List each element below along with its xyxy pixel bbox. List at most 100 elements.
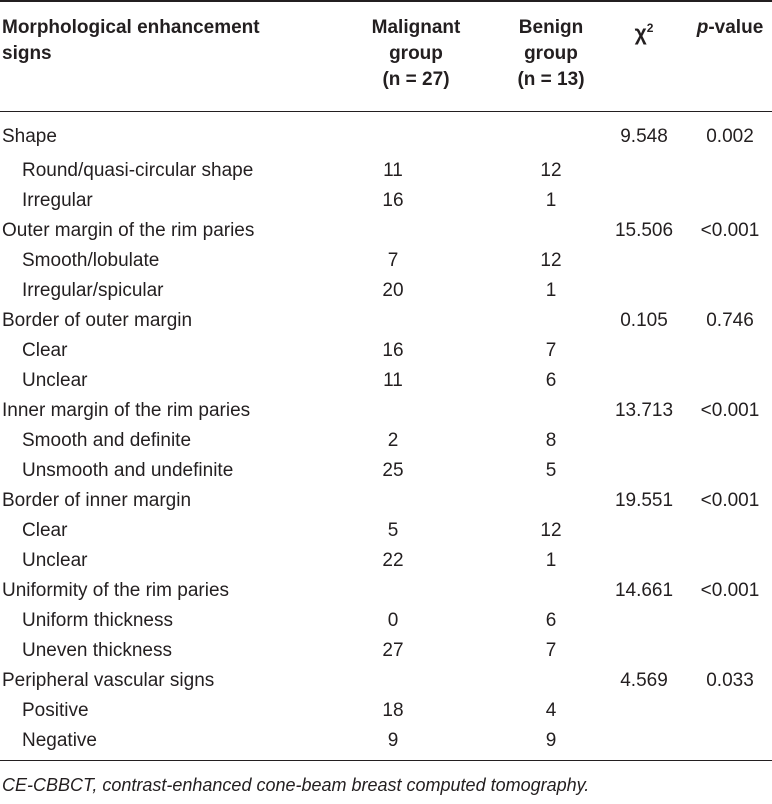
- cell-p-value: [688, 546, 772, 576]
- cell-benign: [502, 306, 600, 336]
- header-signs-line2: signs: [2, 43, 52, 64]
- cell-chi-square: 14.661: [614, 580, 674, 601]
- table-row: Unclear 22 1: [0, 546, 772, 576]
- row-label: Border of outer margin: [2, 310, 193, 331]
- table-row: Unsmooth and undefinite 25 5: [0, 456, 772, 486]
- cell-chi-square: [600, 606, 688, 636]
- cell-malignant: [330, 486, 502, 516]
- header-signs-line1: Morphological enhancement: [2, 17, 260, 38]
- table-row: Round/quasi-circular shape 11 12: [0, 156, 772, 186]
- cell-chi-square: [600, 696, 688, 726]
- cell-chi-square: [600, 246, 688, 276]
- header-chi-symbol: χ: [634, 22, 647, 45]
- cell-malignant: 2: [387, 430, 399, 451]
- table-row: Outer margin of the rim paries 15.506 <0.0…: [0, 216, 772, 246]
- cell-p-value: [688, 456, 772, 486]
- row-sublabel: Unsmooth and undefinite: [22, 460, 234, 481]
- row-sublabel: Smooth/lobulate: [22, 250, 160, 271]
- cell-malignant: 7: [387, 250, 399, 271]
- cell-malignant: 22: [382, 550, 404, 571]
- header-malignant: Malignant group (n = 27): [330, 1, 502, 112]
- cell-chi-square: [600, 456, 688, 486]
- row-label: Uniformity of the rim paries: [2, 580, 230, 601]
- table-row: Unclear 11 6: [0, 366, 772, 396]
- cell-benign: [502, 112, 600, 157]
- table-row: Smooth/lobulate 7 12: [0, 246, 772, 276]
- cell-malignant: 16: [382, 340, 404, 361]
- cell-malignant: 16: [382, 190, 404, 211]
- header-chi-sup: 2: [646, 21, 654, 35]
- table-body: Shape 9.548 0.002 Round/quasi-circular shap…: [0, 112, 772, 761]
- header-benign-line2: group: [524, 43, 578, 64]
- cell-chi-square: [600, 336, 688, 366]
- cell-chi-square: [600, 546, 688, 576]
- cell-p-value: [688, 426, 772, 456]
- cell-benign: 7: [545, 340, 557, 361]
- cell-p-value: [688, 246, 772, 276]
- cell-benign: 1: [545, 550, 557, 571]
- cell-benign: 1: [545, 280, 557, 301]
- cell-p-value: 0.033: [706, 670, 754, 691]
- cell-malignant: 9: [387, 730, 399, 751]
- cell-malignant: [330, 576, 502, 606]
- header-malignant-line2: group: [389, 43, 443, 64]
- cell-chi-square: [600, 636, 688, 666]
- table-row: Irregular 16 1: [0, 186, 772, 216]
- cell-benign: 9: [545, 730, 557, 751]
- cell-benign: [502, 576, 600, 606]
- cell-chi-square: [600, 366, 688, 396]
- cell-benign: 7: [545, 640, 557, 661]
- row-sublabel: Round/quasi-circular shape: [22, 160, 254, 181]
- cell-benign: [502, 666, 600, 696]
- table-row: Irregular/spicular 20 1: [0, 276, 772, 306]
- cell-malignant: 5: [387, 520, 399, 541]
- table-row: Peripheral vascular signs 4.569 0.033: [0, 666, 772, 696]
- cell-p-value: [688, 186, 772, 216]
- cell-benign: 6: [545, 610, 557, 631]
- table-row: Clear 16 7: [0, 336, 772, 366]
- cell-p-value: [688, 516, 772, 546]
- header-chi-square: χ2: [600, 1, 688, 112]
- header-p-value: p-value: [688, 1, 772, 112]
- header-benign-line3: (n = 13): [517, 69, 585, 90]
- cell-chi-square: [600, 156, 688, 186]
- header-malignant-line1: Malignant: [371, 17, 461, 38]
- cell-malignant: 11: [383, 160, 403, 181]
- cell-chi-square: 15.506: [614, 220, 674, 241]
- cell-chi-square: [600, 516, 688, 546]
- cell-p-value: <0.001: [700, 400, 760, 421]
- cell-malignant: 0: [387, 610, 399, 631]
- cell-p-value: [688, 726, 772, 761]
- cell-chi-square: 9.548: [620, 126, 668, 147]
- cell-benign: [502, 396, 600, 426]
- cell-malignant: 11: [383, 370, 403, 391]
- cell-malignant: [330, 306, 502, 336]
- cell-benign: 12: [540, 520, 562, 541]
- table-header: Morphological enhancement signs Malignan…: [0, 1, 772, 112]
- row-label: Outer margin of the rim paries: [2, 220, 255, 241]
- cell-chi-square: [600, 726, 688, 761]
- header-row: Morphological enhancement signs Malignan…: [0, 1, 772, 112]
- row-sublabel: Negative: [22, 730, 97, 751]
- cell-p-value: [688, 156, 772, 186]
- cell-malignant: 27: [382, 640, 404, 661]
- cell-benign: 12: [540, 250, 562, 271]
- header-benign: Benign group (n = 13): [502, 1, 600, 112]
- cell-chi-square: [600, 426, 688, 456]
- row-sublabel: Smooth and definite: [22, 430, 192, 451]
- cell-chi-square: 4.569: [620, 670, 668, 691]
- table-row: Border of inner margin 19.551 <0.001: [0, 486, 772, 516]
- cell-chi-square: [600, 186, 688, 216]
- row-sublabel: Clear: [22, 520, 68, 541]
- table-row: Positive 18 4: [0, 696, 772, 726]
- cell-benign: 5: [545, 460, 557, 481]
- cell-p-value: <0.001: [700, 220, 760, 241]
- row-label: Border of inner margin: [2, 490, 192, 511]
- cell-benign: [502, 486, 600, 516]
- cell-p-value: [688, 336, 772, 366]
- cell-p-value: <0.001: [700, 580, 760, 601]
- cell-benign: 8: [545, 430, 557, 451]
- cell-chi-square: 19.551: [614, 490, 674, 511]
- cell-malignant: [330, 216, 502, 246]
- header-p-italic: p: [696, 17, 709, 38]
